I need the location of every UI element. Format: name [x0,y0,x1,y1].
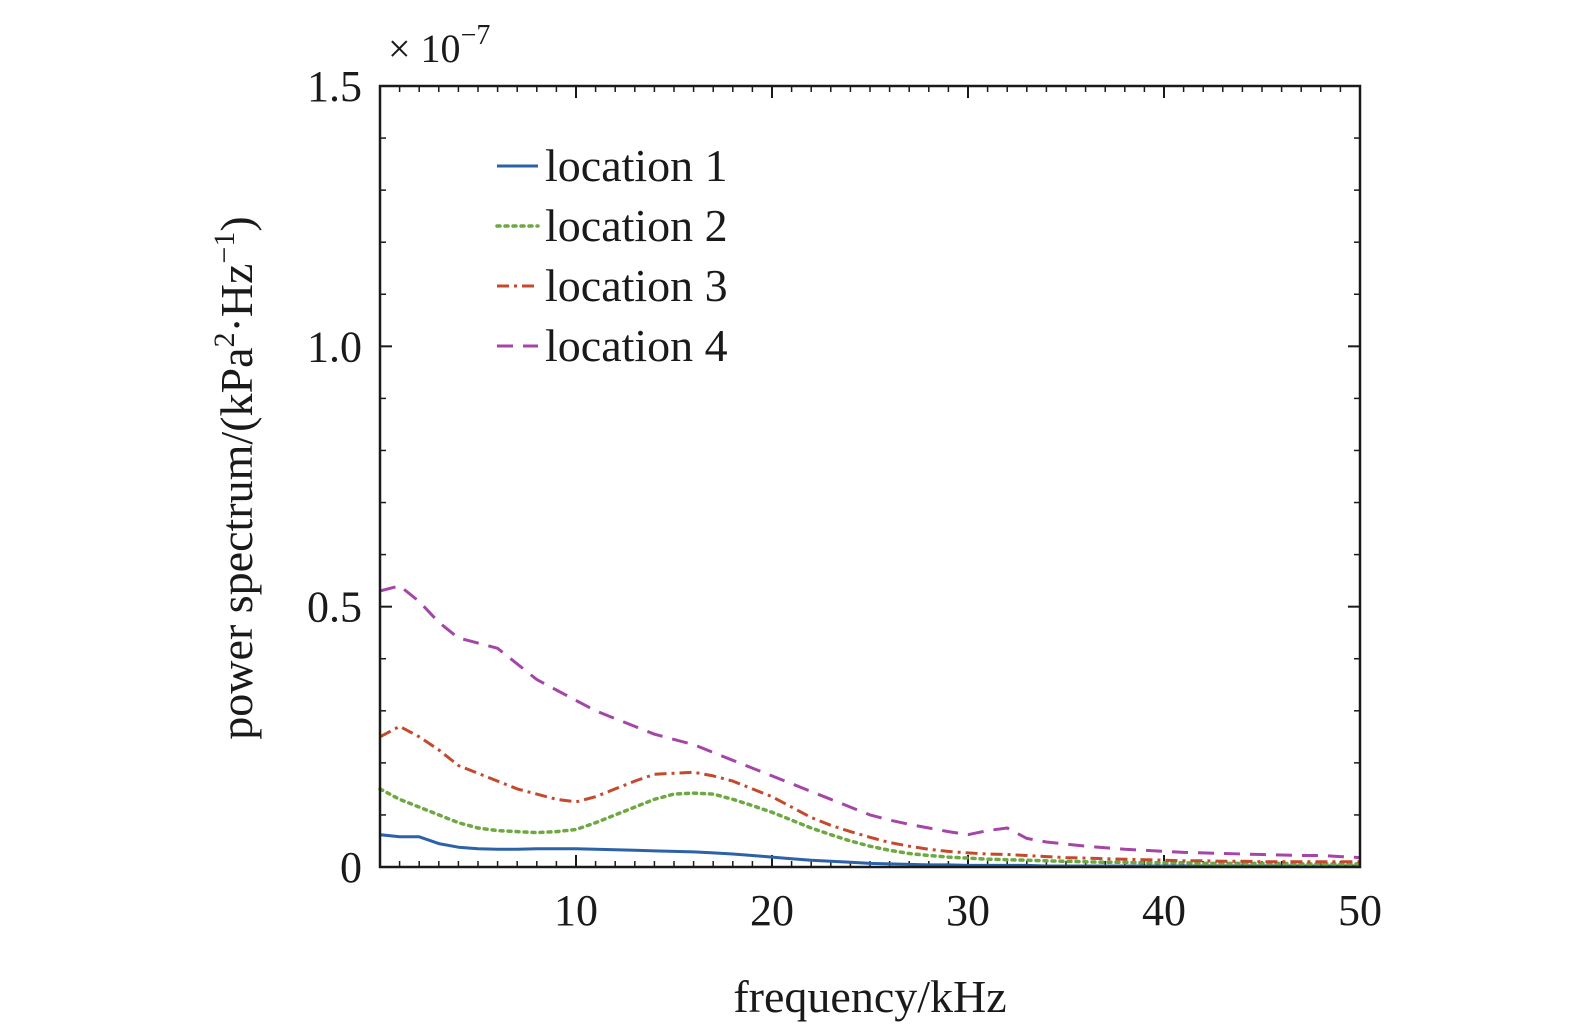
y-tick-label: 1.5 [307,62,362,111]
plot-frame [378,84,1362,869]
x-tick-label: 50 [1338,886,1382,935]
series-layer [378,584,1362,868]
y-tick-label: 0.5 [307,583,362,632]
y-tick-label: 1.0 [307,322,362,371]
legend-label-2: location 2 [545,200,728,251]
y-tick-label: 0 [340,843,362,892]
y-scale-factor: × 10−7 [388,20,490,71]
series-line-2 [378,787,1362,866]
legend-label-3: location 3 [545,260,728,311]
y-axis-label: power spectrum/(kPa2·Hz−1) [208,216,262,739]
legend-label-4: location 4 [545,320,728,371]
legend-label-1: location 1 [545,140,728,191]
ticks-layer: 10 20 30 40 50 0 0.5 1.0 1.5 [307,62,1382,935]
x-axis-label: frequency/kHz [733,971,1006,1022]
legend: location 1 location 2 location 3 location 4 [495,140,728,371]
x-tick-label: 40 [1142,886,1186,935]
x-tick-label: 20 [750,886,794,935]
series-line-3 [379,724,1360,864]
x-tick-label: 30 [946,886,990,935]
x-tick-label: 10 [554,886,598,935]
series-line-4 [379,584,1361,860]
